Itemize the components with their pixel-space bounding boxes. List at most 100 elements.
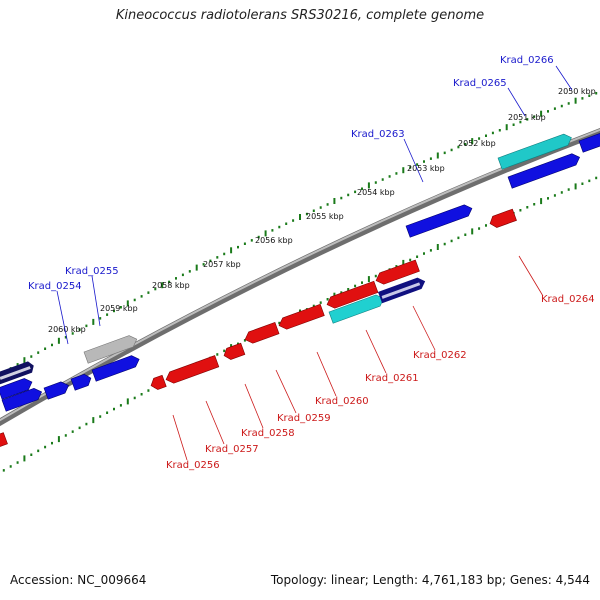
minor-tick <box>237 342 239 346</box>
minor-tick <box>16 461 19 464</box>
gene-label-krad-0255[interactable]: Krad_0255 <box>65 266 119 277</box>
gene-feature-rna[interactable] <box>0 360 36 385</box>
gene-label-krad-0261[interactable]: Krad_0261 <box>365 373 419 384</box>
minor-tick <box>374 274 377 278</box>
minor-tick <box>326 298 329 301</box>
minor-tick <box>78 426 81 430</box>
minor-tick <box>450 239 453 243</box>
accession-text: Accession: NC_009664 <box>10 573 147 587</box>
minor-tick <box>423 160 425 163</box>
minor-tick <box>347 193 350 197</box>
minor-tick <box>588 179 591 183</box>
gene-feature[interactable] <box>277 303 325 331</box>
reverse-gene-labels: Krad_0264 Krad_0262 Krad_0261 Krad_0260 … <box>166 294 595 471</box>
gene-feature[interactable] <box>43 380 71 400</box>
gene-feature[interactable] <box>374 259 420 286</box>
gene-label-krad-0258[interactable]: Krad_0258 <box>241 428 295 439</box>
minor-tick <box>168 280 171 284</box>
gene-feature[interactable] <box>149 374 167 391</box>
scale-label: 2054 kbp <box>357 188 395 197</box>
scale-label: 2053 kbp <box>407 164 445 173</box>
major-tick <box>540 198 543 205</box>
minor-tick <box>464 233 467 236</box>
minor-tick <box>347 288 350 291</box>
gene-label-krad-0265[interactable]: Krad_0265 <box>453 78 507 89</box>
minor-tick <box>533 115 536 118</box>
minor-tick <box>553 194 556 197</box>
major-tick <box>299 214 301 220</box>
major-tick <box>92 417 95 424</box>
minor-tick <box>140 295 143 298</box>
major-tick <box>92 318 95 325</box>
gene-feature[interactable] <box>0 432 8 448</box>
major-tick <box>540 110 543 117</box>
minor-tick <box>113 407 115 411</box>
gene-feature[interactable] <box>578 132 600 153</box>
minor-tick <box>175 277 177 280</box>
gene-label-krad-0256[interactable]: Krad_0256 <box>166 460 220 471</box>
gene-feature[interactable] <box>405 203 474 238</box>
minor-tick <box>312 304 315 308</box>
minor-tick <box>188 270 191 273</box>
major-tick <box>402 259 405 266</box>
minor-tick <box>326 203 329 206</box>
gene-feature[interactable] <box>164 355 220 386</box>
gene-feature-pseudo[interactable] <box>83 334 139 364</box>
minor-tick <box>237 245 239 249</box>
forward-gene-labels: Krad_0266 Krad_0265 Krad_0263 Krad_0255 … <box>28 55 554 292</box>
minor-tick <box>140 393 143 396</box>
gene-feature-rna[interactable] <box>378 276 427 304</box>
gene-feature[interactable] <box>222 342 246 361</box>
minor-tick <box>202 263 205 266</box>
gene-feature[interactable] <box>488 208 517 229</box>
minor-tick <box>595 176 598 180</box>
minor-tick <box>99 415 102 418</box>
gene-feature[interactable] <box>91 354 141 382</box>
major-tick <box>436 244 439 250</box>
major-tick <box>333 198 336 204</box>
minor-tick <box>354 284 357 288</box>
minor-tick <box>340 291 343 294</box>
gene-feature[interactable] <box>70 373 93 391</box>
gene-feature-highlight[interactable] <box>497 132 574 170</box>
minor-tick <box>64 336 67 339</box>
gene-label-krad-0257[interactable]: Krad_0257 <box>205 444 259 455</box>
minor-tick <box>223 349 226 353</box>
gene-label-krad-0254[interactable]: Krad_0254 <box>28 281 82 292</box>
minor-tick <box>305 212 308 216</box>
minor-tick <box>319 206 322 209</box>
minor-tick <box>567 188 570 191</box>
gene-feature[interactable] <box>0 376 34 400</box>
minor-tick <box>478 137 481 140</box>
minor-tick <box>99 317 102 320</box>
gene-feature[interactable] <box>1 386 44 412</box>
minor-tick <box>216 353 219 356</box>
gene-label-krad-0263[interactable]: Krad_0263 <box>351 129 405 140</box>
gene-label-krad-0264[interactable]: Krad_0264 <box>541 294 595 305</box>
minor-tick <box>216 256 219 259</box>
scale-label: 2057 kbp <box>203 260 241 269</box>
gene-label-krad-0262[interactable]: Krad_0262 <box>413 350 467 361</box>
gene-label-krad-0260[interactable]: Krad_0260 <box>315 396 369 407</box>
gene-feature[interactable] <box>507 152 582 189</box>
gene-feature[interactable] <box>325 280 379 310</box>
minor-tick <box>16 363 19 366</box>
outer-tick-ring <box>2 92 598 374</box>
minor-tick <box>340 196 343 200</box>
major-tick <box>367 276 370 283</box>
major-tick <box>471 138 474 145</box>
genome-summary-text: Topology: linear; Length: 4,761,183 bp; … <box>270 573 590 587</box>
minor-tick <box>51 343 53 347</box>
minor-tick <box>457 145 460 149</box>
minor-tick <box>133 298 136 302</box>
minor-tick <box>2 469 5 472</box>
minor-tick <box>78 328 81 331</box>
minor-tick <box>595 92 598 95</box>
minor-tick <box>547 197 549 200</box>
gene-label-krad-0266[interactable]: Krad_0266 <box>500 55 554 66</box>
gene-feature[interactable] <box>243 321 280 345</box>
gene-label-krad-0259[interactable]: Krad_0259 <box>277 413 331 424</box>
minor-tick <box>71 430 74 433</box>
